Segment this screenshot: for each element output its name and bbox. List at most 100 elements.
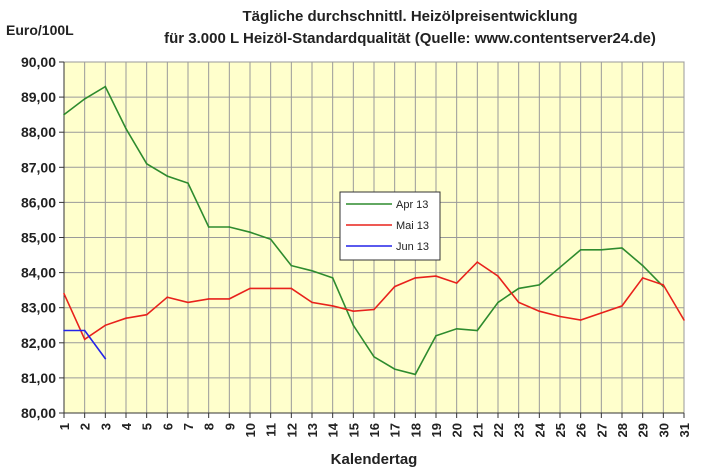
data-point <box>125 127 127 130</box>
x-tick-label: 6 <box>160 423 175 430</box>
data-point <box>269 238 272 241</box>
y-axis-title: Euro/100L <box>6 22 74 38</box>
x-tick-label: 9 <box>222 423 237 430</box>
data-point <box>497 301 499 304</box>
data-point <box>311 301 313 304</box>
x-tick-label: 23 <box>512 423 527 437</box>
data-point <box>393 285 396 288</box>
x-tick-label: 24 <box>532 422 547 437</box>
x-axis-title: Kalendertag <box>331 451 418 468</box>
data-point <box>331 305 334 307</box>
data-point <box>125 317 127 320</box>
data-point <box>600 312 603 314</box>
data-point <box>331 277 334 279</box>
data-point <box>455 327 458 330</box>
x-tick-label: 3 <box>98 423 113 430</box>
x-tick-label: 29 <box>636 423 651 437</box>
data-point <box>517 287 520 290</box>
data-point <box>435 334 437 337</box>
x-tick-label: 15 <box>346 423 361 437</box>
y-tick-label: 89,00 <box>21 89 56 105</box>
data-point <box>63 113 65 116</box>
data-point <box>83 338 86 341</box>
data-point <box>579 248 582 251</box>
y-tick-label: 86,00 <box>21 194 56 210</box>
data-point <box>228 226 231 228</box>
x-tick-label: 16 <box>367 423 382 437</box>
x-tick-label: 19 <box>429 423 444 437</box>
data-point <box>352 310 355 313</box>
data-point <box>662 284 665 286</box>
data-point <box>641 277 644 279</box>
data-point <box>187 301 189 304</box>
data-point <box>476 261 479 263</box>
x-tick-label: 25 <box>553 423 568 437</box>
data-point <box>290 264 293 267</box>
data-point <box>683 319 685 321</box>
data-point <box>476 329 479 332</box>
data-point <box>373 356 375 358</box>
data-point <box>311 270 313 272</box>
data-point <box>414 277 417 279</box>
legend-label: Apr 13 <box>396 199 428 211</box>
data-point <box>373 308 375 311</box>
data-point <box>538 310 541 313</box>
data-point <box>207 298 210 300</box>
x-tick-label: 11 <box>264 423 279 437</box>
x-tick-label: 18 <box>408 423 423 437</box>
data-point <box>290 287 293 290</box>
x-tick-label: 26 <box>574 423 589 437</box>
y-tick-label: 84,00 <box>21 265 56 281</box>
data-point <box>104 324 107 327</box>
data-point <box>145 162 148 165</box>
y-tick-label: 82,00 <box>21 335 56 351</box>
data-point <box>249 231 251 234</box>
data-point <box>187 182 189 184</box>
x-tick-label: 20 <box>450 423 465 437</box>
x-tick-label: 21 <box>470 423 485 437</box>
data-point <box>414 373 417 376</box>
x-tick-label: 14 <box>326 422 341 437</box>
y-tick-label: 80,00 <box>21 405 56 421</box>
x-tick-label: 27 <box>594 423 609 437</box>
data-point <box>83 98 86 100</box>
x-tick-label: 4 <box>119 422 134 430</box>
data-point <box>621 305 623 307</box>
legend-label: Mai 13 <box>396 220 429 232</box>
data-point <box>63 292 65 295</box>
x-tick-label: 7 <box>181 423 196 430</box>
data-point <box>166 296 169 298</box>
data-point <box>600 248 603 251</box>
data-point <box>104 357 107 360</box>
data-point <box>228 298 231 300</box>
data-point <box>641 264 644 267</box>
data-point <box>207 226 210 228</box>
data-point <box>249 287 251 290</box>
y-tick-label: 88,00 <box>21 124 56 140</box>
data-point <box>538 284 541 286</box>
data-point <box>352 324 355 327</box>
chart-subtitle: für 3.000 L Heizöl-Standardqualität (Que… <box>164 30 656 47</box>
x-tick-label: 8 <box>202 423 217 430</box>
series-line-1 <box>63 85 664 376</box>
x-tick-label: 22 <box>491 423 506 437</box>
x-tick-label: 31 <box>677 423 692 437</box>
x-tick-label: 30 <box>656 423 671 437</box>
y-tick-label: 90,00 <box>21 54 56 70</box>
x-tick-label: 10 <box>243 423 258 437</box>
data-point <box>145 313 148 316</box>
data-point <box>559 266 561 269</box>
data-point <box>104 85 107 88</box>
data-point <box>63 329 65 332</box>
y-tick-label: 81,00 <box>21 370 56 386</box>
x-tick-label: 5 <box>140 423 155 430</box>
y-tick-label: 87,00 <box>21 159 56 175</box>
y-tick-label: 85,00 <box>21 230 56 246</box>
legend-label: Jun 13 <box>396 241 429 253</box>
data-point <box>517 301 520 304</box>
chart-title: Tägliche durchschnittl. Heizölpreisentwi… <box>242 8 578 25</box>
x-tick-label: 1 <box>57 423 72 430</box>
data-point <box>435 275 437 277</box>
data-point <box>269 287 272 290</box>
